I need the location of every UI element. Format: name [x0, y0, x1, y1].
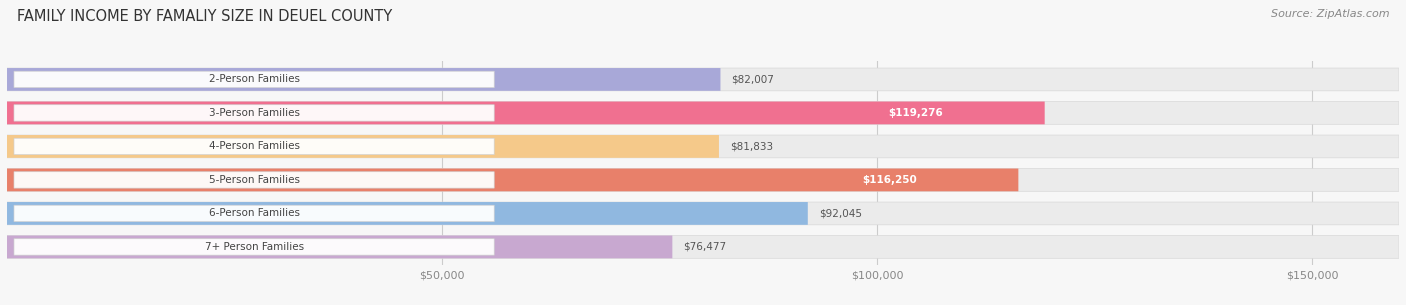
FancyBboxPatch shape — [7, 135, 1399, 158]
Text: $81,833: $81,833 — [730, 142, 773, 151]
Text: 6-Person Families: 6-Person Families — [208, 208, 299, 218]
Text: Source: ZipAtlas.com: Source: ZipAtlas.com — [1271, 9, 1389, 19]
Text: 5-Person Families: 5-Person Families — [208, 175, 299, 185]
FancyBboxPatch shape — [7, 169, 1018, 191]
Text: 3-Person Families: 3-Person Families — [208, 108, 299, 118]
FancyBboxPatch shape — [7, 68, 720, 91]
FancyBboxPatch shape — [14, 172, 495, 188]
Text: $119,276: $119,276 — [889, 108, 943, 118]
Text: 4-Person Families: 4-Person Families — [208, 142, 299, 151]
Text: $76,477: $76,477 — [683, 242, 727, 252]
FancyBboxPatch shape — [14, 239, 495, 255]
Text: 7+ Person Families: 7+ Person Families — [204, 242, 304, 252]
FancyBboxPatch shape — [7, 235, 672, 258]
Text: FAMILY INCOME BY FAMALIY SIZE IN DEUEL COUNTY: FAMILY INCOME BY FAMALIY SIZE IN DEUEL C… — [17, 9, 392, 24]
Text: $116,250: $116,250 — [862, 175, 917, 185]
FancyBboxPatch shape — [7, 102, 1399, 124]
FancyBboxPatch shape — [7, 135, 718, 158]
FancyBboxPatch shape — [14, 205, 495, 222]
Text: $92,045: $92,045 — [818, 208, 862, 218]
FancyBboxPatch shape — [768, 173, 1011, 187]
FancyBboxPatch shape — [7, 169, 1399, 191]
FancyBboxPatch shape — [7, 202, 1399, 225]
Text: $82,007: $82,007 — [731, 74, 775, 84]
FancyBboxPatch shape — [14, 105, 495, 121]
FancyBboxPatch shape — [14, 138, 495, 155]
FancyBboxPatch shape — [7, 235, 1399, 258]
FancyBboxPatch shape — [14, 71, 495, 88]
FancyBboxPatch shape — [7, 68, 1399, 91]
FancyBboxPatch shape — [794, 106, 1038, 120]
Text: 2-Person Families: 2-Person Families — [208, 74, 299, 84]
FancyBboxPatch shape — [7, 202, 808, 225]
FancyBboxPatch shape — [7, 102, 1045, 124]
